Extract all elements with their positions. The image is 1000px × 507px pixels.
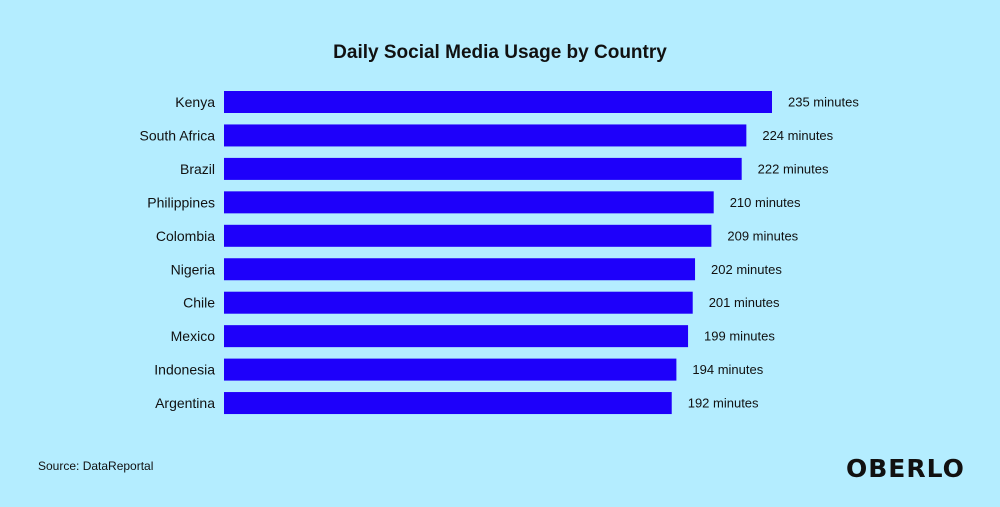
data-label: 210 minutes xyxy=(730,195,801,210)
source-note: Source: DataReportal xyxy=(38,459,154,473)
data-label: 199 minutes xyxy=(704,329,775,344)
category-label: Mexico xyxy=(171,328,216,344)
oberlo-logo: OBERLO xyxy=(846,454,965,483)
category-label: Indonesia xyxy=(154,362,215,378)
category-label: Colombia xyxy=(156,228,215,244)
category-label: Nigeria xyxy=(171,261,216,277)
data-label: 202 minutes xyxy=(711,262,782,277)
bar-mexico xyxy=(224,325,689,348)
data-label: 235 minutes xyxy=(788,95,859,110)
data-label: 194 minutes xyxy=(692,362,763,377)
data-label: 222 minutes xyxy=(758,161,829,176)
bar-kenya xyxy=(224,91,772,113)
chart-title: Daily Social Media Usage by Country xyxy=(333,42,667,63)
bar-brazil xyxy=(224,157,742,180)
category-label: Kenya xyxy=(175,94,215,110)
bar-nigeria xyxy=(224,258,696,281)
bar-indonesia xyxy=(224,358,677,381)
data-label: 201 minutes xyxy=(709,295,780,310)
bar-colombia xyxy=(224,224,712,247)
category-label: Brazil xyxy=(180,161,215,177)
category-label: Argentina xyxy=(155,395,215,411)
category-label: Chile xyxy=(183,295,215,311)
bar-chile xyxy=(224,291,693,314)
data-label: 224 minutes xyxy=(762,128,833,143)
data-label: 192 minutes xyxy=(688,396,759,411)
bar-philippines xyxy=(224,191,714,214)
data-label: 209 minutes xyxy=(727,228,798,243)
bar-south-africa xyxy=(224,124,747,147)
category-label: South Africa xyxy=(140,127,216,143)
bar-argentina xyxy=(224,392,672,415)
category-label: Philippines xyxy=(147,194,215,210)
